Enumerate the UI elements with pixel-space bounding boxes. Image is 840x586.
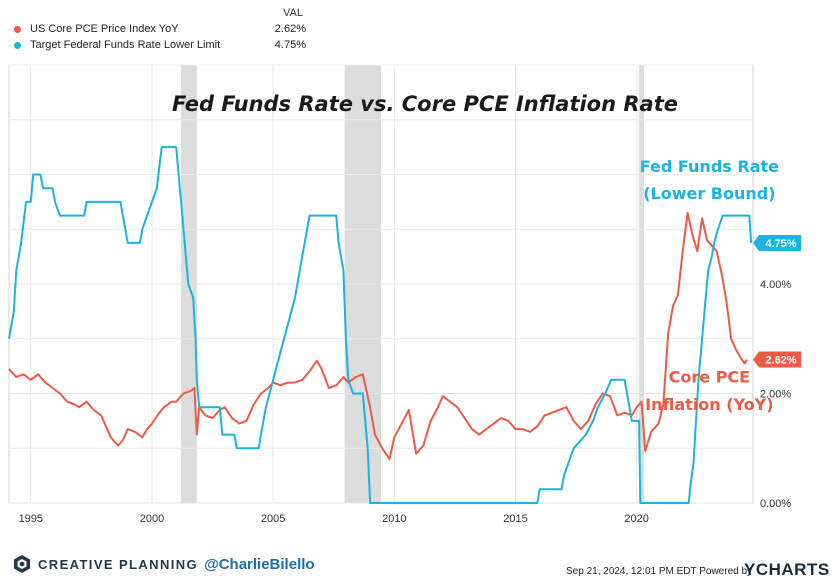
- legend-value: 2.62%: [274, 23, 306, 35]
- x-tick-label: 2000: [140, 513, 164, 525]
- legend-item-core-pce[interactable]: US Core PCE Price Index YoY 2.62%: [14, 22, 314, 36]
- series-line-fed-funds: [8, 146, 753, 504]
- annotation-text: Inflation (YoY): [645, 395, 773, 414]
- author-handle[interactable]: @CharlieBilello: [204, 555, 315, 573]
- annotation-text: Core PCE: [669, 368, 750, 387]
- last-value-label: 4.75%: [765, 238, 796, 250]
- legend: VAL US Core PCE Price Index YoY 2.62% Ta…: [0, 0, 320, 56]
- legend-item-fed-funds[interactable]: Target Federal Funds Rate Lower Limit 4.…: [14, 38, 314, 52]
- legend-value: 4.75%: [274, 39, 306, 51]
- brand: CREATIVE PLANNING @CharlieBilello: [12, 554, 315, 574]
- x-tick-label: 2015: [503, 513, 527, 525]
- x-tick-label: 2020: [624, 513, 648, 525]
- y-tick-label: 4.00%: [760, 279, 791, 291]
- chart: 1995 2000 2005 2010 2015 2020 0.00% 2.00% 4.00% F…: [8, 64, 801, 525]
- footer: CREATIVE PLANNING @CharlieBilello Sep 21…: [0, 548, 840, 586]
- annotation-text: (Lower Bound): [643, 184, 775, 203]
- legend-dot-core-pce: [14, 26, 21, 33]
- legend-dot-fed-funds: [14, 42, 21, 49]
- last-value-flag: [753, 351, 801, 368]
- creative-planning-logo-icon: [14, 555, 30, 573]
- legend-label: US Core PCE Price Index YoY: [30, 23, 179, 35]
- last-value-flag: [753, 234, 801, 251]
- series-line-core-pce: [8, 211, 748, 461]
- last-value-label: 2.62%: [765, 355, 796, 367]
- x-tick-label: 2005: [261, 513, 285, 525]
- x-tick-label: 2010: [382, 513, 406, 525]
- y-tick-label: 0.00%: [760, 498, 791, 510]
- ycharts-logo[interactable]: YCHARTS: [744, 560, 830, 579]
- legend-label: Target Federal Funds Rate Lower Limit: [30, 39, 221, 51]
- chart-title: Fed Funds Rate vs. Core PCE Inflation Ra…: [172, 92, 678, 116]
- brand-name: CREATIVE PLANNING: [38, 556, 199, 572]
- x-tick-label: 1995: [19, 513, 43, 525]
- timestamp: Sep 21, 2024, 12:01 PM EDT Powered by: [566, 566, 753, 577]
- y-tick-label: 2.00%: [760, 389, 791, 401]
- legend-value-header: VAL: [283, 7, 303, 19]
- annotation-text: Fed Funds Rate: [640, 157, 779, 176]
